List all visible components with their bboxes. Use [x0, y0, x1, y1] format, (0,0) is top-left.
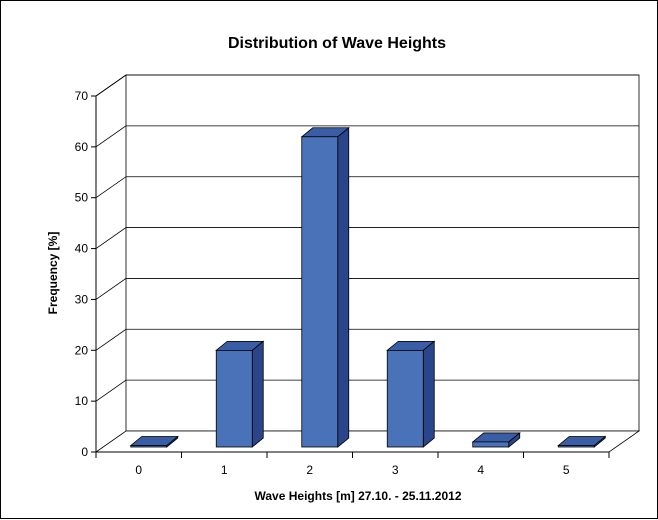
- x-tick-label: 5: [563, 463, 570, 477]
- x-tick-label: 0: [135, 463, 142, 477]
- x-axis-label: Wave Heights [m] 27.10. - 25.11.2012: [255, 489, 462, 503]
- y-tick-label: 20: [75, 343, 89, 357]
- bar: [129, 435, 179, 448]
- bar-front: [386, 349, 424, 448]
- bar-side: [251, 340, 264, 448]
- side-wall: [95, 74, 127, 452]
- plot-walls: [94, 74, 641, 453]
- bar-side: [337, 126, 350, 448]
- bar-front: [301, 136, 339, 448]
- bar: [300, 126, 350, 448]
- grid-lines: [95, 74, 639, 402]
- bar: [386, 340, 436, 448]
- y-axis-label: Frequency [%]: [46, 232, 60, 315]
- y-tick-label: 70: [75, 89, 89, 103]
- bar-side: [422, 340, 435, 448]
- y-tick-label: 10: [75, 394, 89, 408]
- bar-front: [215, 349, 253, 448]
- x-tick-label: 4: [477, 463, 484, 477]
- gridline: [95, 379, 639, 402]
- y-tick-label: 40: [75, 242, 89, 256]
- y-tick-label: 0: [81, 445, 88, 459]
- gridline: [95, 74, 639, 97]
- y-axis-ticks: 0 10 20 30 40 50 60 70: [75, 89, 97, 459]
- x-axis-ticks: 0 1 2 3 4 5: [95, 451, 610, 477]
- bar: [215, 340, 265, 448]
- gridline: [95, 176, 639, 199]
- gridline: [95, 278, 639, 300]
- bar-group: [129, 126, 607, 448]
- chart-title: Distribution of Wave Heights: [228, 35, 446, 52]
- bar-front: [472, 441, 510, 448]
- floor: [94, 430, 641, 453]
- gridline: [95, 227, 639, 249]
- x-tick-label: 3: [392, 463, 399, 477]
- bar: [471, 432, 521, 448]
- y-tick-label: 50: [75, 191, 89, 205]
- x-tick-label: 1: [221, 463, 228, 477]
- x-tick-label: 2: [306, 463, 313, 477]
- gridline: [95, 328, 639, 351]
- gridline: [95, 125, 639, 148]
- bar: [557, 435, 607, 448]
- bar-front: [130, 445, 168, 448]
- y-tick-label: 30: [75, 292, 89, 306]
- back-wall: [125, 74, 640, 432]
- bar-front: [557, 445, 595, 448]
- y-tick-label: 60: [75, 140, 89, 154]
